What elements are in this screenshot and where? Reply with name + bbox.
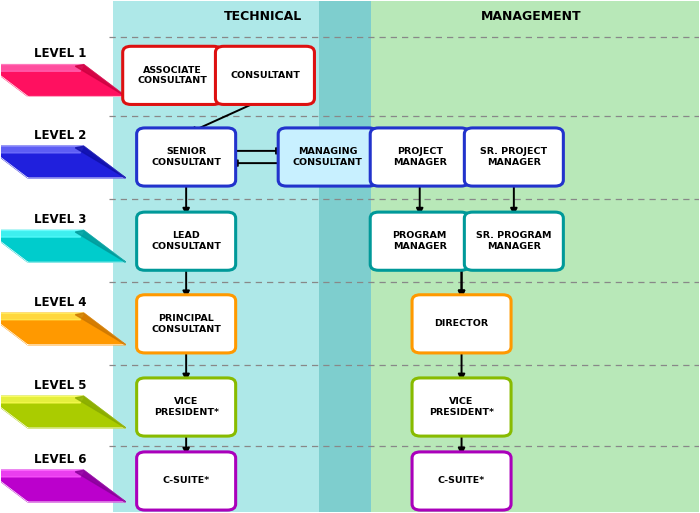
FancyBboxPatch shape — [412, 378, 511, 436]
Text: PROGRAM
MANAGER: PROGRAM MANAGER — [393, 231, 447, 251]
FancyBboxPatch shape — [113, 2, 388, 511]
Polygon shape — [0, 146, 125, 178]
FancyBboxPatch shape — [136, 128, 236, 186]
FancyBboxPatch shape — [278, 128, 377, 186]
FancyBboxPatch shape — [136, 212, 236, 270]
FancyBboxPatch shape — [354, 2, 699, 511]
Text: LEVEL 2: LEVEL 2 — [34, 129, 87, 142]
Text: ASSOCIATE
CONSULTANT: ASSOCIATE CONSULTANT — [137, 66, 207, 85]
Polygon shape — [76, 470, 125, 502]
Text: VICE
PRESIDENT*: VICE PRESIDENT* — [429, 397, 494, 417]
Text: LEVEL 6: LEVEL 6 — [34, 453, 87, 466]
Polygon shape — [0, 230, 125, 262]
FancyBboxPatch shape — [136, 295, 236, 353]
FancyBboxPatch shape — [464, 212, 564, 270]
FancyBboxPatch shape — [464, 128, 564, 186]
Polygon shape — [76, 146, 125, 178]
Polygon shape — [0, 313, 125, 345]
FancyBboxPatch shape — [412, 452, 511, 510]
FancyBboxPatch shape — [136, 378, 236, 436]
Text: LEAD
CONSULTANT: LEAD CONSULTANT — [151, 231, 221, 251]
Polygon shape — [0, 146, 84, 153]
Text: PRINCIPAL
CONSULTANT: PRINCIPAL CONSULTANT — [151, 314, 221, 333]
FancyBboxPatch shape — [412, 295, 511, 353]
Polygon shape — [76, 65, 125, 96]
Text: C-SUITE*: C-SUITE* — [162, 477, 210, 485]
Polygon shape — [76, 397, 125, 428]
Polygon shape — [0, 397, 125, 428]
FancyBboxPatch shape — [216, 46, 314, 105]
Polygon shape — [0, 397, 84, 403]
Polygon shape — [0, 65, 84, 71]
Text: SR. PROJECT
MANAGER: SR. PROJECT MANAGER — [480, 147, 547, 167]
Polygon shape — [0, 65, 125, 96]
Polygon shape — [0, 313, 84, 320]
Polygon shape — [0, 470, 84, 477]
FancyBboxPatch shape — [370, 128, 469, 186]
Text: PROJECT
MANAGER: PROJECT MANAGER — [393, 147, 447, 167]
Polygon shape — [76, 313, 125, 345]
Text: LEVEL 5: LEVEL 5 — [34, 379, 87, 392]
Polygon shape — [0, 470, 125, 502]
FancyBboxPatch shape — [122, 46, 222, 105]
Text: MANAGEMENT: MANAGEMENT — [481, 10, 582, 23]
FancyBboxPatch shape — [370, 212, 469, 270]
Text: DIRECTOR: DIRECTOR — [435, 320, 489, 328]
FancyBboxPatch shape — [318, 2, 371, 511]
Text: MANAGING
CONSULTANT: MANAGING CONSULTANT — [293, 147, 363, 167]
Polygon shape — [76, 230, 125, 262]
Text: C-SUITE*: C-SUITE* — [438, 477, 485, 485]
FancyBboxPatch shape — [136, 452, 236, 510]
Text: LEVEL 4: LEVEL 4 — [34, 296, 87, 309]
Text: VICE
PRESIDENT*: VICE PRESIDENT* — [154, 397, 218, 417]
Text: LEVEL 1: LEVEL 1 — [34, 47, 87, 61]
Text: SENIOR
CONSULTANT: SENIOR CONSULTANT — [151, 147, 221, 167]
Text: SR. PROGRAM
MANAGER: SR. PROGRAM MANAGER — [476, 231, 552, 251]
Text: TECHNICAL: TECHNICAL — [224, 10, 302, 23]
Polygon shape — [0, 230, 84, 237]
Text: LEVEL 3: LEVEL 3 — [34, 213, 87, 226]
Text: CONSULTANT: CONSULTANT — [230, 71, 300, 80]
